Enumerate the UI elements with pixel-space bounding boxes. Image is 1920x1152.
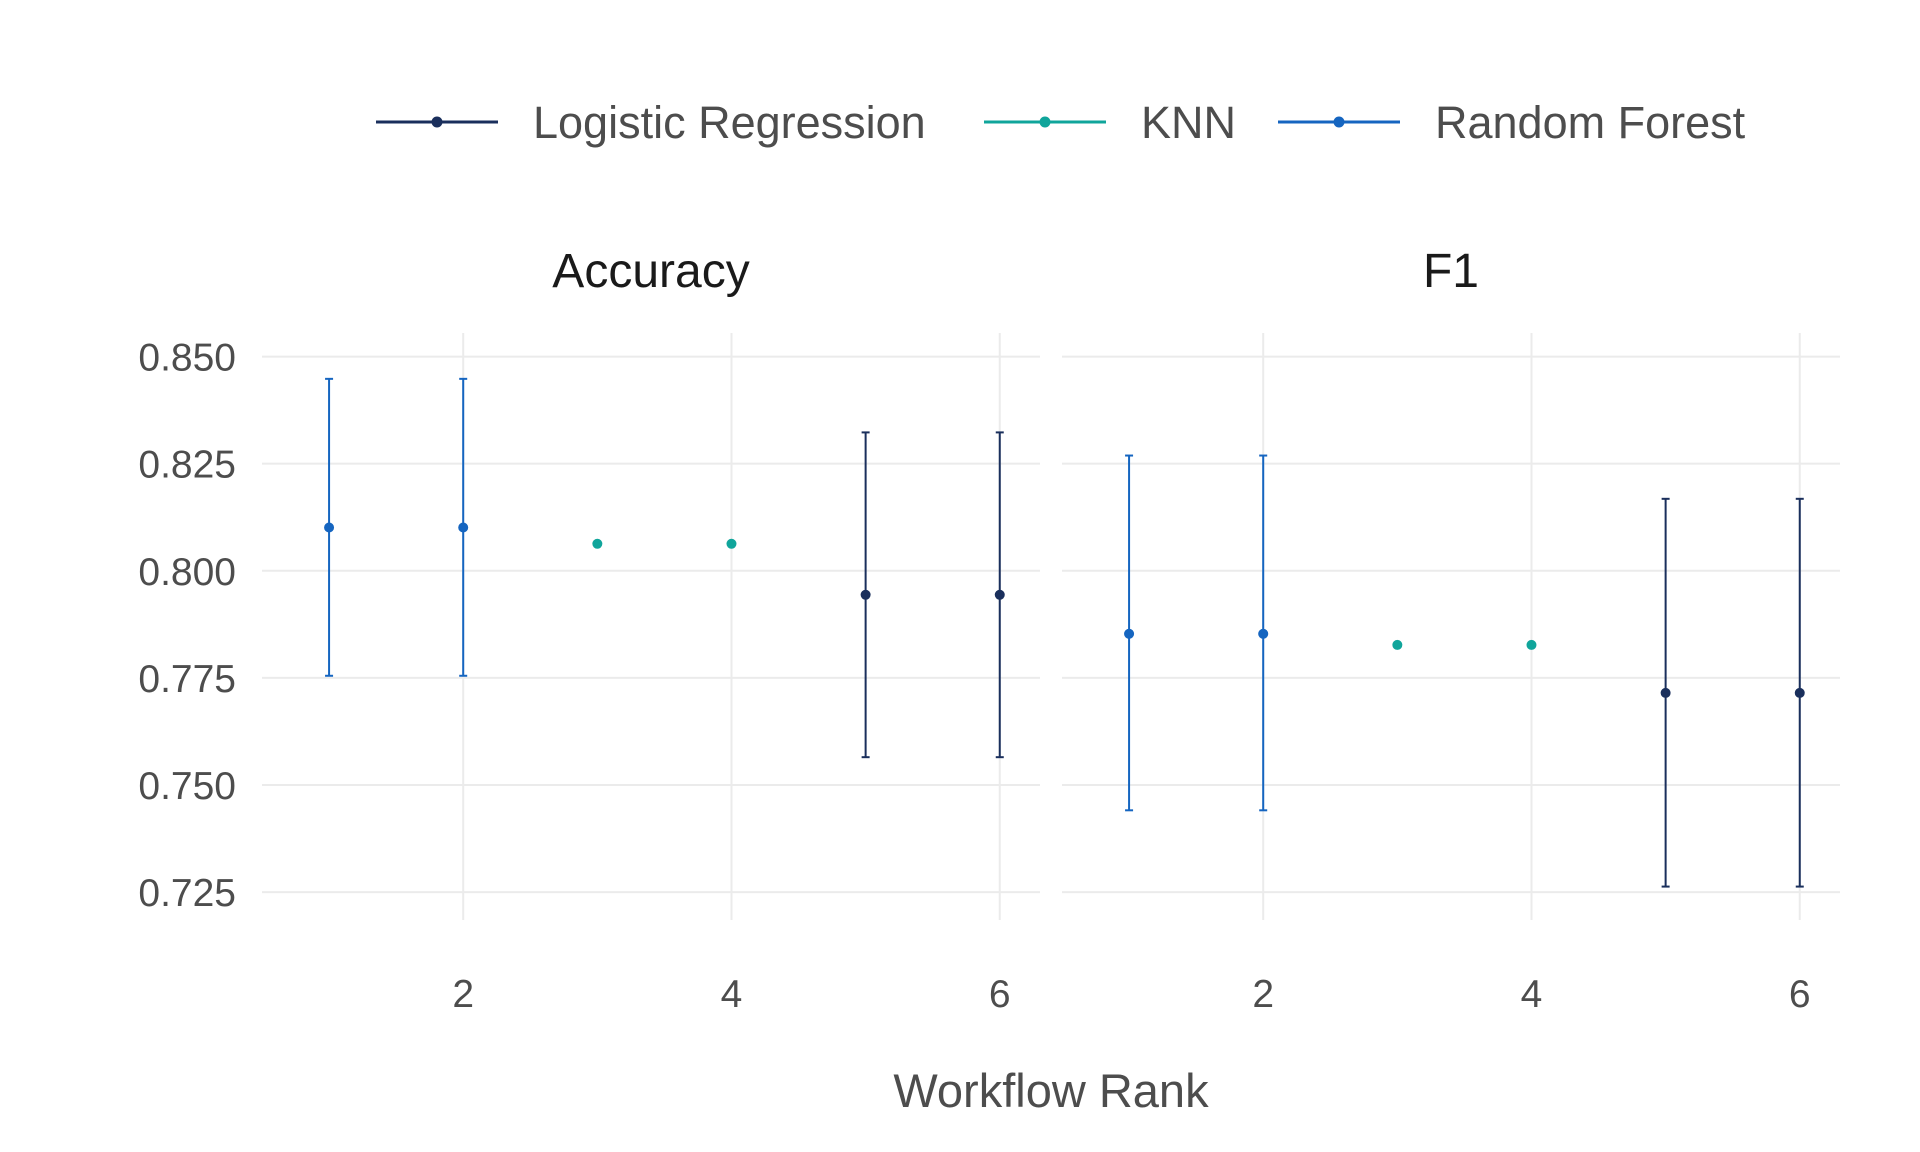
legend-key-point <box>431 116 443 128</box>
y-tick-label: 0.800 <box>138 551 236 594</box>
data-point <box>1392 639 1403 650</box>
legend-key-point <box>1333 116 1345 128</box>
legend-item <box>376 116 498 128</box>
x-tick-label: 2 <box>452 973 474 1016</box>
facet-title-f1: F1 <box>1423 245 1479 298</box>
facet-title-accuracy: Accuracy <box>552 245 749 298</box>
y-tick-label: 0.850 <box>138 337 236 380</box>
facet-panel-f1 <box>1062 333 1840 920</box>
data-point <box>1526 639 1537 650</box>
legend-label: KNN <box>1141 97 1236 148</box>
legend-label: Logistic Regression <box>533 97 926 148</box>
y-tick-label: 0.750 <box>138 765 236 808</box>
data-point <box>994 589 1005 600</box>
x-axis-title: Workflow Rank <box>893 1064 1209 1117</box>
data-point <box>860 589 871 600</box>
x-tick-label: 4 <box>1521 973 1543 1016</box>
data-point <box>1794 687 1805 698</box>
data-point <box>1258 628 1269 639</box>
y-tick-label: 0.775 <box>138 658 236 701</box>
y-tick-label: 0.825 <box>138 444 236 487</box>
data-point <box>324 522 335 533</box>
data-point <box>1660 687 1671 698</box>
legend-key-point <box>1039 116 1051 128</box>
data-point <box>1124 628 1135 639</box>
data-point <box>726 538 737 549</box>
facet-panel-accuracy <box>262 333 1040 920</box>
x-tick-label: 4 <box>721 973 743 1016</box>
x-tick-label: 2 <box>1252 973 1274 1016</box>
x-tick-label: 6 <box>989 973 1011 1016</box>
data-point <box>592 538 603 549</box>
x-tick-label: 6 <box>1789 973 1811 1016</box>
legend-item <box>984 116 1106 128</box>
legend-label: Random Forest <box>1435 97 1746 148</box>
data-point <box>458 522 469 533</box>
legend-item <box>1278 116 1400 128</box>
y-tick-label: 0.725 <box>138 872 236 915</box>
